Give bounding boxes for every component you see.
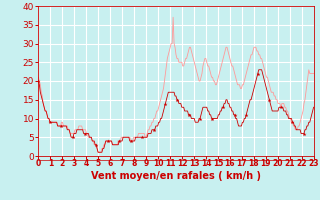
X-axis label: Vent moyen/en rafales ( km/h ): Vent moyen/en rafales ( km/h ) [91, 171, 261, 181]
